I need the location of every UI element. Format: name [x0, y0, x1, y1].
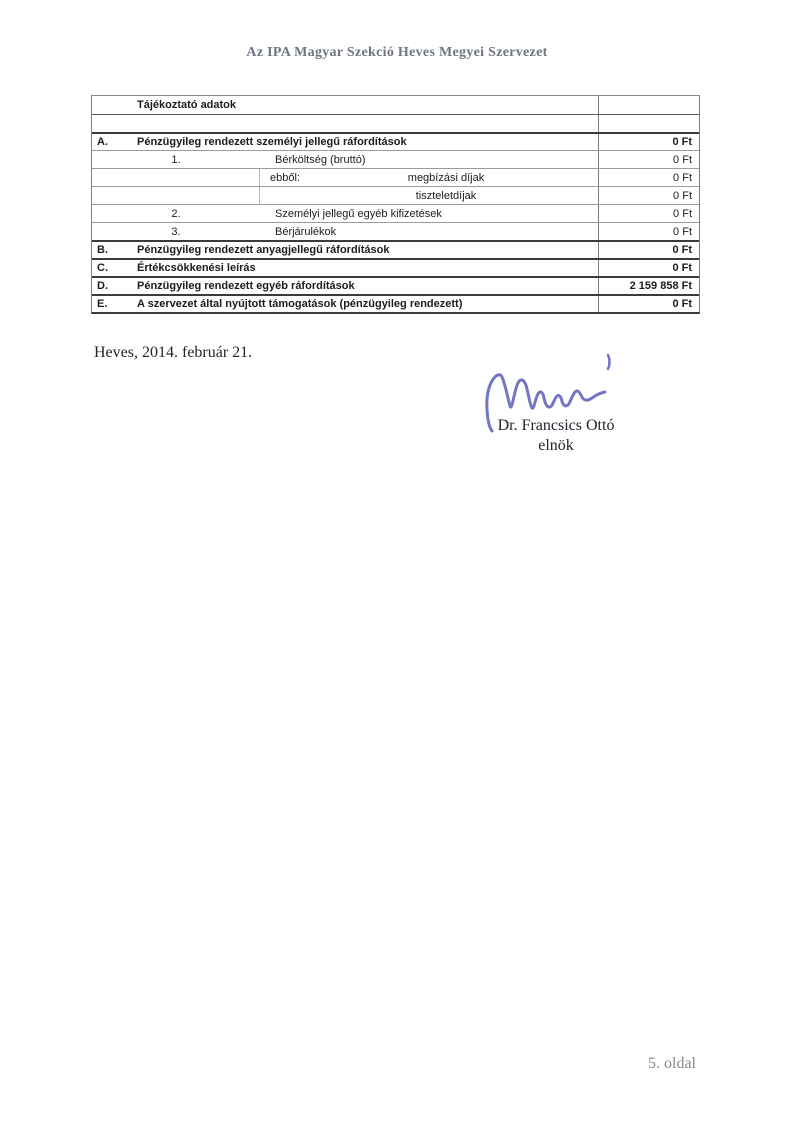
- row-label: Tájékoztató adatok: [137, 99, 237, 111]
- row-value: 0 Ft: [598, 260, 699, 276]
- row-label: Bérjárulékok: [275, 225, 337, 238]
- document-title: Az IPA Magyar Szekció Heves Megyei Szerv…: [246, 45, 548, 60]
- row-label-cell: C. Értékcsökkenési leírás: [92, 260, 598, 276]
- row-letter: C.: [97, 262, 108, 274]
- row-number: 3.: [171, 225, 181, 238]
- row-label: megbízási díjak: [407, 171, 485, 184]
- row-number: 1.: [171, 153, 181, 166]
- row-label: Pénzügyileg rendezett egyéb ráfordítások: [137, 280, 355, 292]
- signature-ink: [485, 353, 611, 433]
- signer-title: elnök: [538, 437, 574, 454]
- table-row: 3. Bérjárulékok 0 Ft: [92, 222, 699, 240]
- signer-name: Dr. Francsics Ottó: [497, 417, 615, 434]
- row-value: 0 Ft: [598, 242, 699, 258]
- table-row: [92, 114, 699, 132]
- info-table: Tájékoztató adatok A. Pénzügyileg rendezet…: [91, 95, 700, 314]
- row-label-cell: Tájékoztató adatok: [92, 96, 598, 114]
- row-label-cell: D. Pénzügyileg rendezett egyéb ráfordítás…: [92, 278, 598, 294]
- row-value: 0 Ft: [598, 296, 699, 312]
- table-row: D. Pénzügyileg rendezett egyéb ráfordítás…: [92, 276, 699, 294]
- row-value: [598, 96, 699, 114]
- table-row: E. A szervezet által nyújtott támogatások…: [92, 294, 699, 312]
- row-label-cell: A. Pénzügyileg rendezett személyi jellegű…: [92, 134, 598, 150]
- row-label-cell: B. Pénzügyileg rendezett anyagjellegű ráf…: [92, 242, 598, 258]
- table-row: A. Pénzügyileg rendezett személyi jellegű…: [92, 132, 699, 150]
- table-row: B. Pénzügyileg rendezett anyagjellegű ráf…: [92, 240, 699, 258]
- row-label-cell: ebből: megbízási díjak: [92, 169, 598, 186]
- row-letter: A.: [97, 136, 108, 148]
- table-row: tiszteletdíjak 0 Ft: [92, 186, 699, 204]
- row-value: [598, 115, 699, 132]
- row-value: 0 Ft: [598, 169, 699, 186]
- signature-stroke: [485, 373, 607, 433]
- row-label-cell: 2. Személyi jellegű egyéb kifizetések: [92, 205, 598, 222]
- row-label: Értékcsökkenési leírás: [137, 262, 256, 274]
- row-letter: B.: [97, 244, 108, 256]
- row-label: A szervezet által nyújtott támogatások (…: [137, 298, 463, 310]
- date-line: Heves, 2014. február 21.: [94, 344, 253, 361]
- table-row: 1. Bérköltség (bruttó) 0 Ft: [92, 150, 699, 168]
- row-value: 2 159 858 Ft: [598, 278, 699, 294]
- row-prefix: ebből:: [270, 171, 300, 184]
- row-label: Bérköltség (bruttó): [275, 153, 366, 166]
- row-label: tiszteletdíjak: [415, 189, 477, 202]
- row-value: 0 Ft: [598, 187, 699, 204]
- table-row: Tájékoztató adatok: [92, 96, 699, 114]
- row-value: 0 Ft: [598, 151, 699, 168]
- signature-flick: [606, 353, 611, 371]
- row-label: Személyi jellegű egyéb kifizetések: [275, 207, 442, 220]
- row-letter: E.: [97, 298, 108, 310]
- row-letter: D.: [97, 280, 108, 292]
- row-value: 0 Ft: [598, 205, 699, 222]
- row-label-cell: E. A szervezet által nyújtott támogatások…: [92, 296, 598, 312]
- signer-block: Dr. Francsics Ottó elnök: [456, 416, 656, 456]
- row-label: Pénzügyileg rendezett anyagjellegű ráfor…: [137, 244, 390, 256]
- row-value: 0 Ft: [598, 223, 699, 240]
- row-label-cell: [92, 115, 598, 132]
- row-label-cell: 3. Bérjárulékok: [92, 223, 598, 240]
- row-value: 0 Ft: [598, 134, 699, 150]
- page-number: 5. oldal: [648, 1055, 696, 1072]
- row-label-cell: 1. Bérköltség (bruttó): [92, 151, 598, 168]
- row-number: 2.: [171, 207, 181, 220]
- table-row: ebből: megbízási díjak 0 Ft: [92, 168, 699, 186]
- row-label: Pénzügyileg rendezett személyi jellegű r…: [137, 136, 407, 148]
- table-row: C. Értékcsökkenési leírás 0 Ft: [92, 258, 699, 276]
- table-row: 2. Személyi jellegű egyéb kifizetések 0 Ft: [92, 204, 699, 222]
- row-label-cell: tiszteletdíjak: [92, 187, 598, 204]
